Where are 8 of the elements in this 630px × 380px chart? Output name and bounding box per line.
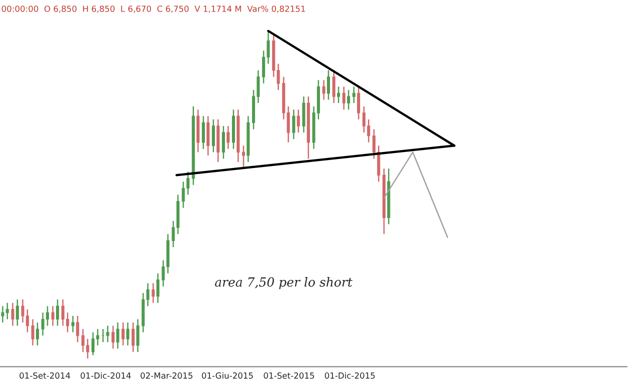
x-tick-label: 01-Dic-2014 [80, 372, 131, 379]
x-tick-label: 01-Set-2014 [20, 372, 70, 379]
text: 00:00:00 O 6,850 H 6,850 L 6,670 C 6,750 V 1,1714 M Var% 0,82151 [2, 6, 305, 13]
annotation: area 7,50 per lo short [214, 277, 352, 290]
x-tick-label: 01-Giu-2015 [202, 372, 253, 379]
x-tick-label: 01-Set-2015 [264, 372, 314, 379]
x-tick-label: 02-Mar-2015 [140, 372, 192, 379]
x-tick-label: 01-Dic-2015 [324, 372, 375, 379]
